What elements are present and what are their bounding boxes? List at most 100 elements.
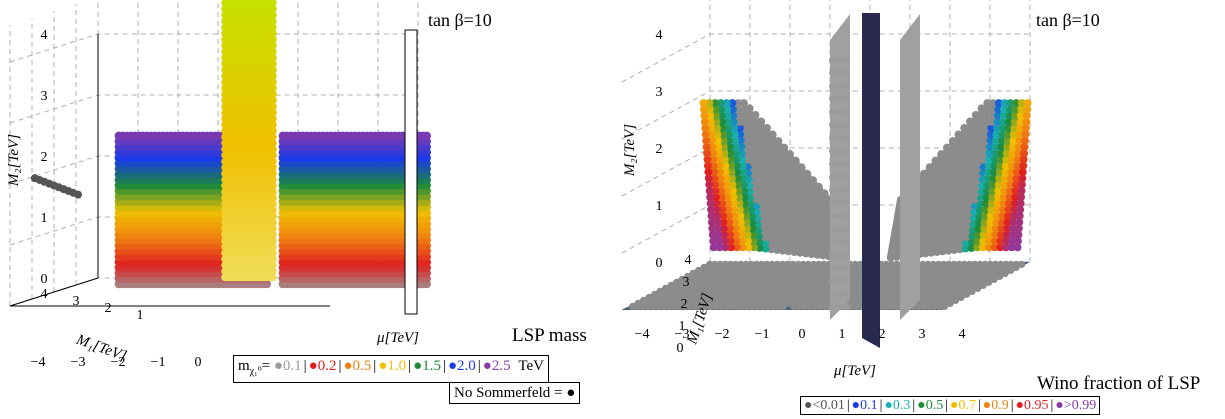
data-point	[1017, 186, 1026, 195]
data-point	[719, 224, 728, 233]
data-point	[717, 193, 726, 202]
data-point	[985, 237, 994, 246]
data-point	[1004, 130, 1013, 139]
data-point	[720, 237, 729, 246]
data-point	[736, 211, 745, 220]
data-point	[715, 161, 724, 170]
legend-entry: ●1.0	[378, 358, 407, 374]
data-point	[715, 168, 724, 177]
data-point	[986, 136, 995, 145]
data-point	[710, 168, 719, 177]
data-point	[707, 136, 716, 145]
data-point	[1014, 224, 1023, 233]
data-point	[726, 243, 735, 252]
data-point	[994, 180, 1003, 189]
data-point	[269, 273, 277, 282]
data-point	[1009, 224, 1018, 233]
legend-entry: ●1.5	[413, 358, 441, 374]
data-point	[998, 124, 1007, 133]
data-point	[941, 302, 949, 310]
data-point	[720, 149, 729, 158]
lsp-mass-legend-title: LSP mass	[512, 325, 587, 346]
data-point	[1001, 269, 1009, 277]
data-point	[998, 205, 1007, 214]
data-point	[973, 243, 982, 252]
data-point	[707, 124, 716, 133]
data-point	[705, 186, 714, 195]
data-point	[708, 142, 717, 151]
data-point	[883, 302, 891, 310]
data-point	[701, 124, 710, 133]
data-point	[1007, 168, 1016, 177]
data-point	[1017, 193, 1026, 202]
data-point	[269, 121, 277, 129]
data-point	[997, 136, 1006, 145]
no-sommerfeld-label: No Sommerfeld =	[454, 385, 563, 401]
data-point	[729, 199, 738, 208]
data-point	[269, 60, 277, 68]
data-point	[1002, 237, 1011, 246]
data-point	[1015, 136, 1024, 145]
data-point	[997, 149, 1006, 158]
data-point	[711, 193, 720, 202]
data-point	[968, 287, 976, 295]
data-point	[701, 302, 709, 310]
data-point	[738, 302, 746, 310]
data-point	[1015, 218, 1024, 227]
data-point	[724, 124, 733, 133]
data-point	[805, 302, 813, 310]
data-point	[1001, 174, 1010, 183]
data-point	[930, 302, 938, 310]
data-point	[704, 174, 713, 183]
data-point	[984, 243, 993, 252]
data-point	[998, 218, 1006, 227]
data-point	[740, 186, 749, 195]
legend-separator: |	[303, 358, 307, 374]
data-point	[737, 149, 746, 158]
data-point	[707, 302, 715, 310]
data-point	[986, 224, 995, 233]
data-point	[710, 174, 719, 183]
data-point	[269, 236, 277, 245]
data-point	[987, 205, 996, 214]
data-point	[670, 302, 678, 310]
data-point	[974, 224, 983, 233]
data-point	[1005, 186, 1014, 195]
data-point	[660, 302, 668, 310]
legend-prefix: mχ₁⁰=	[238, 358, 274, 377]
data-point	[749, 237, 758, 246]
data-point	[713, 136, 722, 145]
data-point	[730, 218, 739, 227]
data-point	[1014, 149, 1023, 158]
data-point	[997, 142, 1006, 151]
data-point	[269, 23, 277, 32]
data-point	[748, 224, 757, 233]
data-point	[727, 302, 735, 310]
data-point	[718, 199, 727, 208]
data-point	[705, 180, 714, 189]
data-point	[730, 124, 739, 133]
data-point	[990, 161, 999, 170]
data-point	[1004, 205, 1013, 214]
data-point	[1012, 174, 1021, 183]
lsp-mass-chart: −4−3−2−101234012344321μ[TeV]M₂[TeV]M₁[Te…	[0, 0, 612, 419]
data-point	[704, 168, 713, 177]
data-point	[713, 218, 722, 227]
data-point	[269, 102, 277, 111]
data-point	[269, 72, 277, 80]
data-point	[748, 218, 757, 227]
data-point	[889, 302, 897, 310]
data-point	[269, 145, 277, 153]
data-point	[639, 302, 647, 310]
data-point	[736, 218, 745, 227]
data-point	[738, 161, 747, 170]
data-point	[997, 230, 1006, 239]
data-point	[724, 211, 733, 220]
data-point	[1001, 161, 1010, 170]
data-point	[738, 168, 747, 177]
data-point	[730, 205, 739, 214]
data-point	[719, 142, 728, 151]
data-point	[731, 230, 740, 239]
data-point	[742, 211, 751, 220]
data-point	[1013, 161, 1022, 170]
